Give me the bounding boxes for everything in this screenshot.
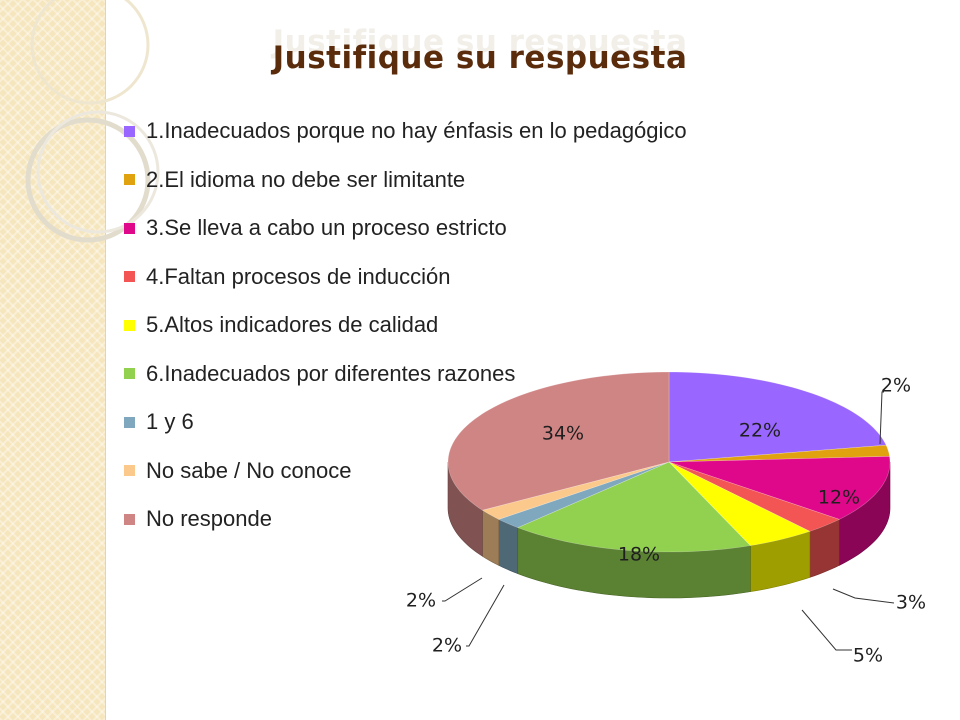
legend-item: 2.El idioma no debe ser limitante <box>124 156 687 205</box>
pie-slice <box>497 461 670 528</box>
pie-data-label: 22% <box>739 420 781 442</box>
legend-item: 5.Altos indicadores de calidad <box>124 301 687 350</box>
legend-label: 4.Faltan procesos de inducción <box>146 263 451 289</box>
pie-data-label: 2% <box>406 590 436 612</box>
legend-swatch <box>124 368 135 380</box>
pie-slice <box>668 444 890 463</box>
pie-data-label: 2% <box>881 375 911 397</box>
pie-data-label: 3% <box>896 592 926 614</box>
legend-label: No responde <box>146 506 272 532</box>
legend-item: 6.Inadecuados por diferentes razones <box>124 350 687 399</box>
pie-leader-line <box>832 588 895 604</box>
legend-swatch <box>124 174 135 186</box>
pie-slice <box>668 456 891 520</box>
legend-label: 5.Altos indicadores de calidad <box>146 312 439 338</box>
pie-slice <box>668 461 841 532</box>
legend-swatch <box>124 222 135 234</box>
pie-data-label: 12% <box>818 487 860 509</box>
pie-slice-side <box>498 518 519 575</box>
legend-item: No responde <box>124 495 687 544</box>
legend-swatch <box>124 125 135 137</box>
pie-slice <box>516 461 751 553</box>
pie-leader-line <box>801 609 852 651</box>
pie-slice <box>447 371 670 511</box>
chart-legend: 1.Inadecuados porque no hay énfasis en l… <box>124 107 687 544</box>
decorative-circles <box>25 0 160 243</box>
legend-swatch <box>124 416 135 428</box>
slide-title-shadow: Justifique su respuesta <box>272 24 688 60</box>
legend-label: 3.Se lleva a cabo un proceso estricto <box>146 215 507 241</box>
legend-item: 1.Inadecuados porque no hay énfasis en l… <box>124 107 687 156</box>
legend-swatch <box>124 319 135 331</box>
pie-slice-side <box>482 509 500 566</box>
slide-title: Justifique su respuesta <box>272 40 688 76</box>
legend-swatch <box>124 513 135 525</box>
legend-item: 3.Se lleva a cabo un proceso estricto <box>124 204 687 253</box>
legend-label: 1 y 6 <box>146 409 194 435</box>
legend-label: 6.Inadecuados por diferentes razones <box>146 360 516 386</box>
pie-slice <box>668 371 887 463</box>
pie-slice <box>481 461 670 520</box>
pie-leader-line <box>879 391 884 445</box>
pie-leader-line <box>466 584 505 647</box>
pie-slice <box>668 461 811 547</box>
legend-label: 2.El idioma no debe ser limitante <box>146 166 466 192</box>
legend-item: No sabe / No conoce <box>124 447 687 496</box>
legend-item: 1 y 6 <box>124 398 687 447</box>
pie-leader-line <box>442 577 483 602</box>
legend-swatch <box>124 465 135 477</box>
legend-label: 1.Inadecuados porque no hay énfasis en l… <box>146 118 687 144</box>
legend-item: 4.Faltan procesos de inducción <box>124 253 687 302</box>
pie-data-label: 18% <box>618 544 660 566</box>
pie-data-label: 5% <box>853 645 883 667</box>
pie-data-label: 2% <box>432 635 462 657</box>
legend-label: No sabe / No conoce <box>146 457 352 483</box>
legend-swatch <box>124 271 135 283</box>
pie-data-label: 34% <box>542 423 584 445</box>
